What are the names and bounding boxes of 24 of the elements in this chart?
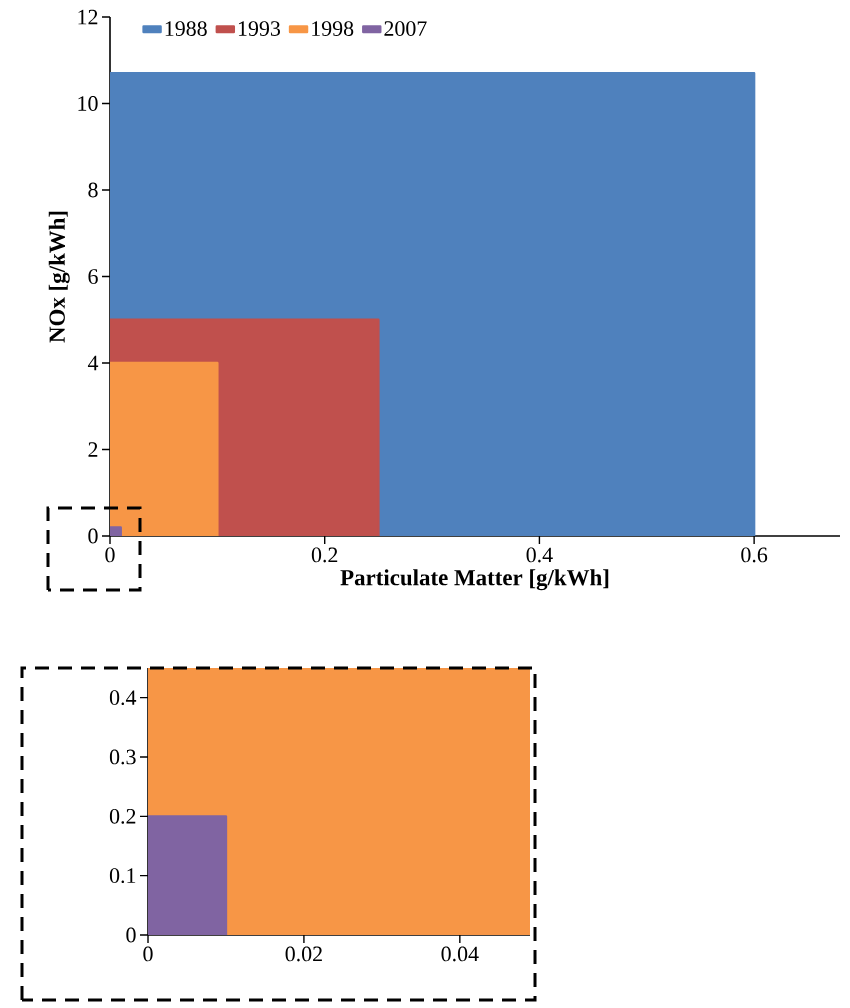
y-tick-label: 8 <box>88 182 98 198</box>
x-tick-label: 0.6 <box>741 547 768 563</box>
y-tick-label: 0.2 <box>109 808 136 824</box>
x-tick-label: 0.02 <box>285 946 322 962</box>
x-tick-label: 0.4 <box>526 547 553 563</box>
y-tick-label: 4 <box>87 355 99 371</box>
legend-label: 2007 <box>384 21 427 36</box>
y-tick-label: 0 <box>88 528 98 544</box>
y-tick-label: 2 <box>88 442 98 457</box>
y-tick-label: 0.3 <box>109 749 136 765</box>
x-tick-label: 0 <box>143 946 153 962</box>
x-tick-label: 0.04 <box>441 946 479 962</box>
y-tick-label: 6 <box>88 269 98 284</box>
y-axis-title: NOx [g/kWh] <box>48 211 70 343</box>
y-tick-label: 0.4 <box>109 690 137 706</box>
y-tick-label: 10 <box>78 96 98 111</box>
y-tick-label: 12 <box>78 9 98 25</box>
y-tick-label: 0.1 <box>109 868 136 884</box>
legend-label: 1998 <box>312 21 354 36</box>
x-tick-label: 0.2 <box>311 547 338 563</box>
legend-label: 1988 <box>165 21 207 36</box>
legend-label: 1993 <box>238 21 280 36</box>
y-tick-label: 0 <box>126 927 136 943</box>
x-axis-title: Particulate Matter [g/kWh] <box>340 569 609 591</box>
